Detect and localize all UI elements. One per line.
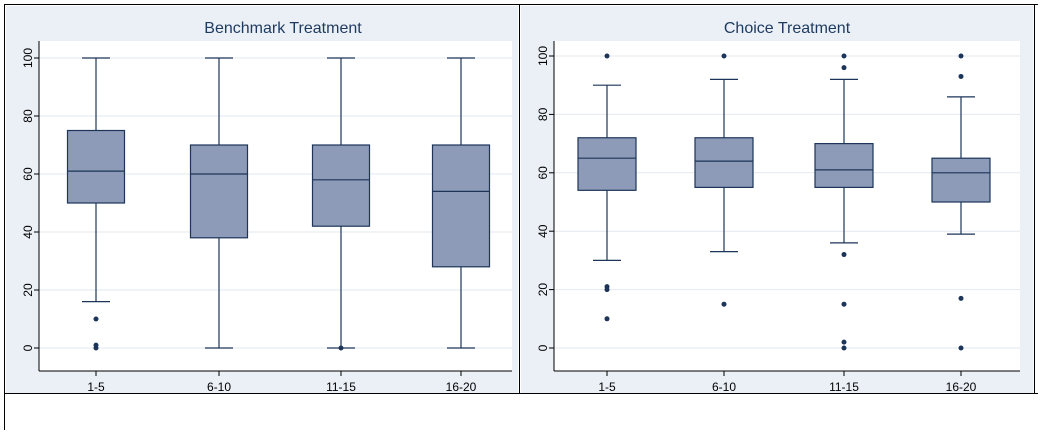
chart-title: Benchmark Treatment [204, 20, 362, 37]
chart-title: Choice Treatment [724, 20, 851, 37]
x-tick-label: 1-5 [87, 380, 105, 393]
outlier-point [841, 65, 847, 71]
outlier-point [338, 345, 344, 351]
outlier-point [604, 53, 610, 59]
box-1-5 [66, 57, 126, 351]
outlier-point [604, 287, 610, 293]
x-tick-label: 11-15 [829, 380, 859, 393]
x-tick-label: 16-20 [946, 380, 977, 393]
y-tick-label: 80 [21, 109, 35, 123]
box-16-20 [931, 53, 991, 351]
x-tick-label: 6-10 [207, 380, 231, 393]
outlier-point [841, 301, 847, 307]
iqr-box [311, 144, 371, 227]
x-tick-label: 1-5 [598, 380, 616, 393]
y-tick-label: 60 [536, 166, 550, 180]
outlier-point [958, 73, 964, 79]
x-tick-label: 6-10 [712, 380, 736, 393]
y-tick-label: 40 [536, 224, 550, 238]
box-6-10 [694, 53, 754, 307]
outlier-point [841, 252, 847, 258]
box-11-15 [311, 57, 371, 351]
panel-divider [519, 4, 520, 393]
outlier-point [604, 316, 610, 322]
outlier-point [93, 316, 99, 322]
outlier-point [841, 53, 847, 59]
outlier-point [721, 53, 727, 59]
iqr-box [431, 144, 491, 268]
y-tick-label: 0 [21, 344, 35, 351]
right-border [1034, 4, 1035, 393]
y-tick-label: 100 [21, 48, 35, 68]
y-tick-label: 100 [536, 46, 550, 66]
benchmark-chart: Benchmark Treatment 0 20 40 60 80 100 1-5 6-10… [6, 6, 518, 393]
figure-frame [4, 4, 1038, 430]
outlier-point [841, 345, 847, 351]
box-11-15 [814, 53, 874, 351]
choice-chart: Choice Treatment 0 20 40 60 80 100 1-5 6-10 11-… [521, 6, 1033, 393]
x-tick-label: 11-15 [326, 380, 356, 393]
box-1-5 [577, 53, 637, 322]
iqr-box [189, 144, 249, 239]
choice-panel: Choice Treatment 0 20 40 60 80 100 1-5 6-10 11-… [521, 6, 1033, 393]
box-16-20 [431, 57, 491, 349]
y-tick-label: 40 [21, 225, 35, 239]
y-tick-label: 20 [536, 283, 550, 297]
outlier-point [841, 339, 847, 345]
box-6-10 [189, 57, 249, 349]
y-tick-label: 80 [536, 107, 550, 121]
bottom-rule [4, 393, 1038, 394]
iqr-box [66, 129, 126, 204]
outlier-point [958, 53, 964, 59]
y-tick-label: 20 [21, 283, 35, 297]
outlier-point [958, 295, 964, 301]
outlier-point [958, 345, 964, 351]
iqr-box [931, 157, 991, 203]
x-tick-label: 16-20 [446, 380, 477, 393]
y-tick-label: 60 [21, 167, 35, 181]
iqr-box [814, 143, 874, 189]
y-tick-label: 0 [536, 344, 550, 351]
benchmark-panel: Benchmark Treatment 0 20 40 60 80 100 1-5 6-10… [6, 6, 518, 393]
iqr-box [577, 137, 637, 191]
iqr-box [694, 137, 754, 188]
outlier-point [93, 345, 99, 351]
plot-area [554, 41, 1020, 371]
outlier-point [721, 301, 727, 307]
